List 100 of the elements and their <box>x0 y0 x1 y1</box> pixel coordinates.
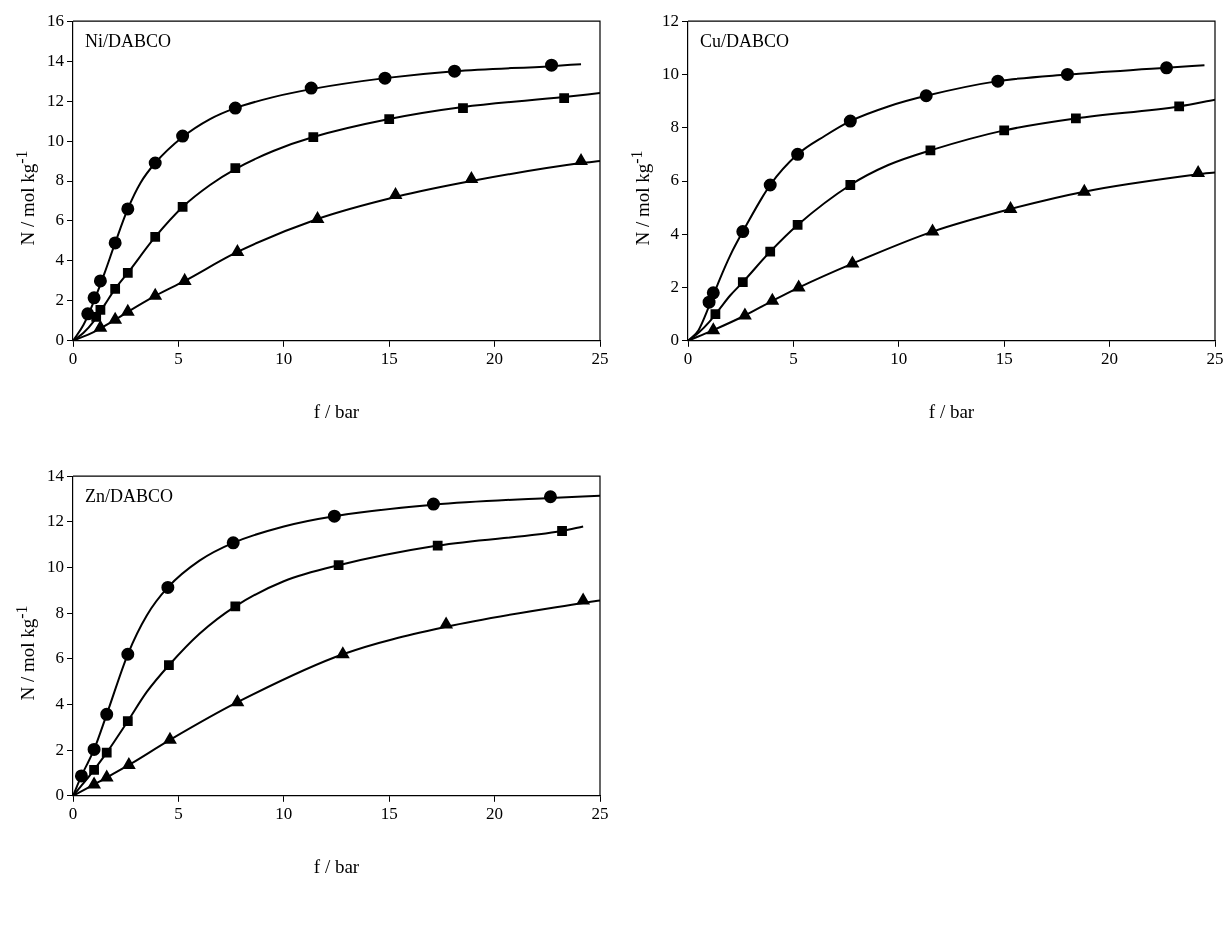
x-tick-label: 10 <box>275 804 293 824</box>
point <box>432 540 443 551</box>
point <box>87 742 101 756</box>
y-tick-label: 0 <box>55 785 64 805</box>
point <box>843 114 857 128</box>
point <box>100 707 114 721</box>
point <box>458 103 468 113</box>
point <box>559 93 570 103</box>
point <box>74 769 88 783</box>
y-tick-label: 12 <box>47 90 64 110</box>
y-tick-label: 8 <box>670 117 679 137</box>
x-tick-label: 15 <box>380 349 398 369</box>
x-axis-title: f / bar <box>313 400 360 422</box>
point <box>991 74 1005 88</box>
x-tick-label: 25 <box>1206 349 1224 369</box>
point <box>1160 61 1174 75</box>
point <box>710 309 721 320</box>
x-tick-label: 10 <box>275 349 293 369</box>
point <box>87 291 101 305</box>
y-tick-label: 10 <box>47 556 64 576</box>
x-tick-label: 10 <box>890 349 908 369</box>
point <box>230 163 241 173</box>
point <box>121 304 134 316</box>
y-tick-label: 8 <box>55 602 64 622</box>
point <box>557 526 567 536</box>
point <box>1004 201 1017 213</box>
annotation: Zn/DABCO <box>85 485 174 506</box>
point <box>1078 184 1091 196</box>
x-tick-label: 5 <box>174 349 183 369</box>
point <box>378 71 392 85</box>
point <box>426 497 440 511</box>
x-tick-label: 20 <box>1101 349 1119 369</box>
x-axis-title: f / bar <box>313 855 360 877</box>
annotation: Ni/DABCO <box>85 30 172 51</box>
point <box>574 154 588 166</box>
annotation: Cu/DABCO <box>700 30 790 51</box>
point <box>384 114 395 124</box>
point <box>122 757 136 769</box>
point <box>791 147 805 161</box>
point <box>81 307 95 321</box>
y-tick-label: 6 <box>55 648 64 668</box>
point <box>161 580 175 594</box>
point <box>765 246 776 257</box>
point <box>333 560 344 571</box>
point <box>122 268 133 278</box>
point <box>736 225 750 239</box>
point <box>707 323 720 335</box>
point <box>228 101 242 115</box>
point <box>121 647 135 661</box>
point <box>311 211 324 223</box>
point <box>926 224 939 236</box>
point <box>439 617 453 629</box>
point <box>308 132 319 142</box>
x-axis-title: f / bar <box>928 400 975 422</box>
point <box>231 244 244 256</box>
point <box>919 89 933 103</box>
x-tick-label: 5 <box>174 804 183 824</box>
y-tick-label: 4 <box>55 250 65 270</box>
y-tick-label: 0 <box>670 330 679 350</box>
y-tick-label: 14 <box>47 465 65 485</box>
point <box>999 125 1010 136</box>
y-tick-label: 6 <box>670 170 679 190</box>
point <box>545 58 559 72</box>
point <box>792 280 805 292</box>
point <box>304 81 318 95</box>
x-tick-label: 0 <box>68 804 78 824</box>
point <box>101 747 112 758</box>
y-tick-label: 10 <box>662 63 679 83</box>
point <box>176 129 190 143</box>
point <box>231 695 244 707</box>
point <box>845 180 856 190</box>
point <box>108 236 122 250</box>
y-tick-label: 14 <box>47 50 65 70</box>
point <box>336 647 350 659</box>
y-tick-label: 12 <box>662 10 679 30</box>
point <box>327 509 341 523</box>
y-tick-label: 8 <box>55 170 64 190</box>
point <box>448 64 462 78</box>
y-tick-label: 0 <box>55 330 64 350</box>
point <box>177 202 188 212</box>
point <box>178 273 191 285</box>
point <box>465 172 478 183</box>
y-tick-label: 16 <box>47 10 64 30</box>
point <box>87 777 101 789</box>
point <box>925 145 936 156</box>
y-tick-label: 6 <box>55 210 64 230</box>
point <box>763 178 777 192</box>
point <box>1191 166 1205 178</box>
point <box>163 732 177 744</box>
y-tick-label: 2 <box>55 290 64 310</box>
point <box>846 256 859 268</box>
x-tick-label: 15 <box>380 804 398 824</box>
y-tick-label: 4 <box>55 693 65 713</box>
y-tick-label: 4 <box>670 223 680 243</box>
point <box>1060 67 1074 81</box>
point <box>226 536 240 550</box>
point <box>149 288 162 300</box>
x-tick-label: 25 <box>591 349 609 369</box>
point <box>100 770 113 782</box>
point <box>766 293 779 305</box>
